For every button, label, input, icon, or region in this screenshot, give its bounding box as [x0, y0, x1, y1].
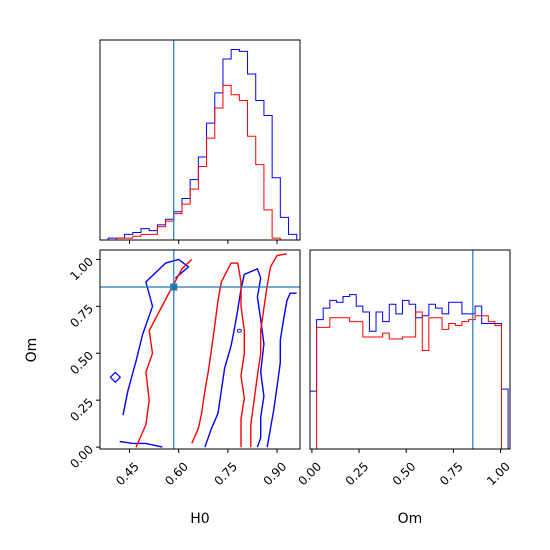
y-axis-label-om: Om: [24, 338, 40, 363]
contour-blob: [109, 371, 122, 384]
contour-line: [250, 253, 288, 448]
contour-y-tick-label: 0.25: [67, 395, 96, 424]
x-axis-label-h0: H0: [190, 511, 209, 527]
contour-y-tick-label: 1.00: [67, 255, 96, 284]
h0-hist-series-red: [100, 84, 297, 241]
om-hist-x-tick-label: 0.50: [390, 459, 419, 488]
om-histogram-panel: 0.00 0.25 0.50 0.75 1.00: [295, 249, 513, 488]
contour-frame: [99, 249, 301, 450]
h0-hist-series-blue: [100, 49, 298, 241]
contour-line: [191, 262, 245, 448]
truth-marker: [170, 283, 178, 291]
om-hist-x-tick-label: 0.75: [437, 459, 466, 488]
contour-x-tick-label: 0.45: [113, 459, 142, 488]
contour-line: [119, 440, 163, 448]
x-axis-label-om: Om: [398, 511, 423, 527]
contour-y-tick-label: 0.75: [67, 302, 96, 331]
om-hist-series-red: [310, 311, 509, 450]
contour-x-tick-label: 0.60: [162, 459, 191, 488]
contour-x-tick-label: 0.75: [211, 459, 240, 488]
om-hist-x-tick-label: 0.00: [295, 459, 324, 488]
contour-line: [204, 268, 265, 448]
contour-line: [122, 258, 190, 416]
contour-y-tick-label: 0.00: [67, 442, 96, 471]
contour-line: [266, 292, 297, 448]
contour-blob: [236, 328, 242, 333]
contour-area: [109, 253, 297, 448]
h0-om-contour-panel: 0.45 0.60 0.75 0.90 0.00 0.25 0.50 0.75 1.00: [67, 249, 301, 488]
h0-hist-frame: [99, 39, 301, 241]
om-hist-series-blue: [309, 294, 509, 449]
contour-x-tick-label: 0.90: [261, 459, 290, 488]
om-hist-x-tick-label: 1.00: [484, 459, 513, 488]
om-hist-frame: [309, 249, 511, 450]
contour-y-tick-label: 0.50: [67, 348, 96, 377]
h0-histogram-panel: [99, 39, 301, 244]
contour-line: [135, 258, 193, 448]
om-hist-x-tick-label: 0.25: [343, 459, 372, 488]
